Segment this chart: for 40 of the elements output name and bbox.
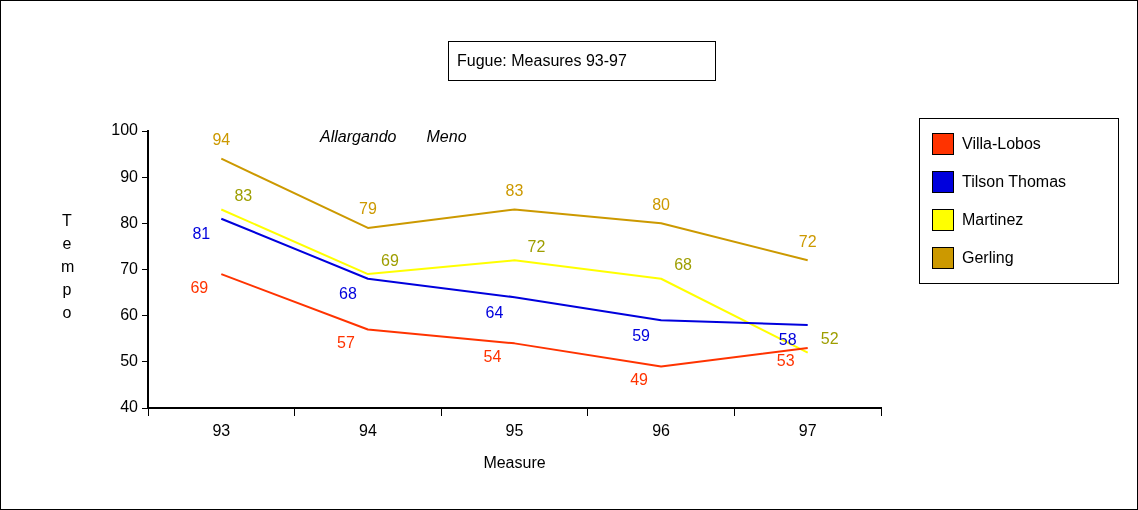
x-tick-label: 97 [798,422,817,440]
data-label: 68 [674,256,693,274]
y-tick-label: 100 [111,121,139,139]
x-tick-label: 95 [505,422,524,440]
x-axis-title: Measure [483,453,546,471]
x-tick-label: 94 [359,422,377,440]
legend-label: Villa-Lobos [962,135,1041,153]
x-tick-label: 96 [652,422,671,440]
legend-label: Martinez [962,211,1024,229]
data-label: 94 [212,131,231,149]
data-label: 83 [505,181,524,199]
y-tick-label: 50 [120,352,139,370]
data-label: 59 [632,326,651,344]
y-tick-label: 40 [120,398,139,416]
y-tick-label: 80 [120,213,139,231]
legend-label: Gerling [962,249,1014,267]
data-label: 83 [234,186,253,204]
x-tick-label: 93 [212,422,231,440]
y-tick-label: 70 [120,259,139,277]
data-label: 52 [820,330,839,348]
data-label: 72 [798,232,817,250]
data-label: 81 [192,225,211,243]
annotation: Meno [426,128,467,146]
data-label: 68 [339,285,357,303]
data-label: 57 [337,333,355,351]
data-label: 69 [190,278,209,296]
y-axis-title: Tempo [61,211,75,323]
legend-label: Tilson Thomas [962,173,1067,191]
data-label: 54 [483,347,502,365]
data-label: 72 [527,237,546,255]
chart-title: Fugue: Measures 93-97 [448,41,716,81]
annotation: Allargando [320,128,397,146]
data-label: 53 [776,352,795,370]
data-label: 79 [359,200,377,218]
data-label: 80 [652,195,671,213]
y-tick-label: 60 [120,306,139,324]
data-label: 49 [630,370,649,388]
data-label: 69 [381,251,399,269]
data-label: 64 [485,303,504,321]
y-tick-label: 90 [120,167,139,185]
